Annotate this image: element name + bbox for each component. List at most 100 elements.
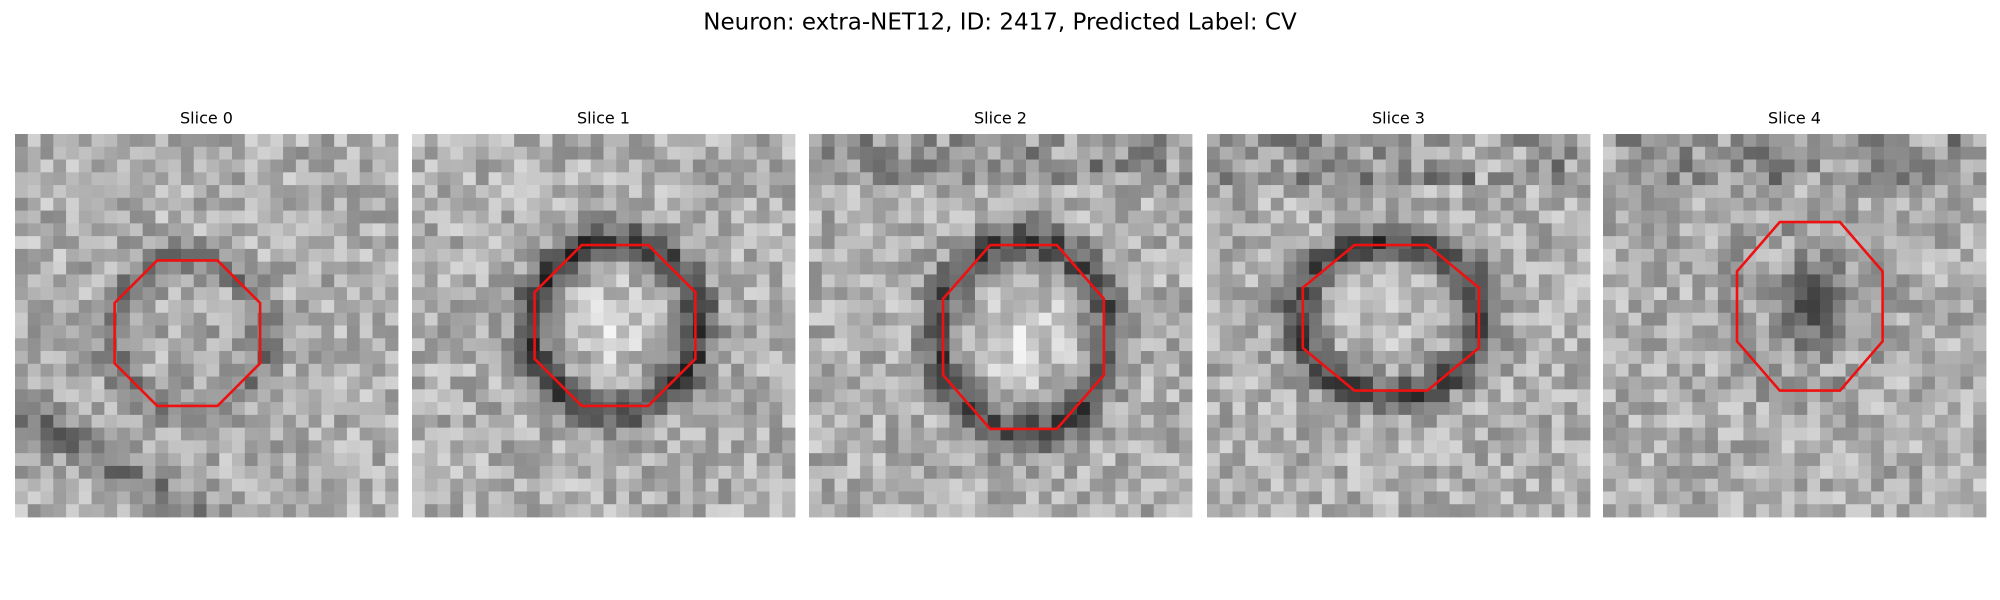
image-pixel	[1756, 172, 1770, 186]
image-pixel	[1258, 261, 1272, 275]
image-pixel	[552, 159, 566, 173]
image-pixel	[359, 414, 373, 429]
image-pixel	[705, 134, 719, 148]
image-pixel	[962, 453, 976, 467]
image-pixel	[1372, 363, 1387, 377]
image-pixel	[1577, 363, 1591, 377]
image-pixel	[15, 402, 29, 416]
image-pixel	[1692, 427, 1706, 441]
image-pixel	[1538, 453, 1553, 467]
image-pixel	[1475, 210, 1489, 224]
image-pixel	[860, 478, 874, 492]
image-pixel	[1436, 389, 1450, 403]
image-pixel	[501, 325, 515, 339]
image-pixel	[1309, 248, 1323, 263]
image-pixel	[577, 389, 592, 403]
image-pixel	[590, 465, 604, 480]
image-pixel	[654, 312, 668, 326]
image-pixel	[1934, 299, 1949, 314]
image-pixel	[1475, 223, 1489, 237]
image-pixel	[180, 172, 195, 186]
image-pixel	[283, 261, 297, 275]
image-pixel	[66, 274, 80, 288]
image-pixel	[1179, 504, 1193, 518]
image-pixel	[1705, 427, 1719, 441]
image-pixel	[117, 248, 131, 263]
image-pixel	[1666, 223, 1680, 237]
image-pixel	[1871, 274, 1885, 288]
image-pixel	[424, 491, 438, 505]
image-pixel	[1820, 325, 1834, 339]
image-pixel	[1768, 453, 1783, 467]
image-pixel	[1756, 389, 1770, 403]
image-pixel	[1883, 414, 1898, 429]
image-pixel	[1679, 351, 1693, 365]
image-pixel	[1615, 325, 1629, 339]
image-pixel	[1038, 427, 1052, 441]
image-pixel	[1820, 491, 1834, 505]
image-pixel	[1462, 146, 1476, 160]
image-pixel	[1730, 465, 1744, 480]
image-pixel	[1309, 402, 1323, 416]
image-pixel	[872, 491, 886, 505]
image-pixel	[104, 440, 118, 454]
image-pixel	[629, 172, 643, 186]
image-pixel	[1538, 338, 1553, 352]
image-pixel	[475, 172, 489, 186]
image-pixel	[450, 427, 464, 441]
image-pixel	[15, 478, 29, 492]
image-pixel	[987, 504, 1001, 518]
image-pixel	[1128, 261, 1142, 275]
image-pixel	[1219, 197, 1233, 211]
image-pixel	[949, 465, 963, 480]
image-pixel	[1756, 287, 1770, 301]
image-pixel	[1051, 210, 1065, 224]
image-pixel	[155, 325, 169, 339]
image-pixel	[1232, 465, 1246, 480]
image-pixel	[244, 248, 258, 263]
image-pixel	[1270, 236, 1284, 250]
image-pixel	[552, 389, 566, 403]
image-pixel	[1896, 248, 1910, 263]
image-pixel	[232, 363, 246, 377]
image-pixel	[463, 159, 477, 173]
image-pixel	[1436, 414, 1450, 429]
image-pixel	[885, 504, 899, 518]
image-pixel	[1321, 299, 1336, 314]
image-pixel	[1679, 440, 1693, 454]
image-pixel	[193, 146, 207, 160]
image-pixel	[1820, 453, 1834, 467]
image-pixel	[1705, 376, 1719, 390]
image-pixel	[1922, 172, 1936, 186]
image-pixel	[1564, 453, 1578, 467]
image-pixel	[206, 172, 220, 186]
image-pixel	[718, 134, 732, 148]
image-pixel	[885, 453, 899, 467]
image-pixel	[244, 465, 258, 480]
image-pixel	[155, 210, 169, 224]
image-pixel	[936, 159, 950, 173]
image-pixel	[117, 427, 131, 441]
image-pixel	[1179, 312, 1193, 326]
image-pixel	[1089, 261, 1104, 275]
image-pixel	[1166, 478, 1180, 492]
image-pixel	[334, 376, 348, 390]
image-pixel	[1973, 478, 1987, 492]
image-pixel	[1730, 402, 1744, 416]
image-pixel	[78, 134, 92, 148]
image-pixel	[295, 236, 310, 250]
image-pixel	[27, 172, 41, 186]
image-pixel	[1385, 414, 1399, 429]
image-pixel	[1820, 236, 1834, 250]
image-pixel	[1603, 185, 1617, 199]
image-pixel	[1577, 414, 1591, 429]
image-pixel	[1487, 146, 1502, 160]
image-pixel	[860, 197, 874, 211]
image-pixel	[629, 504, 643, 518]
image-pixel	[270, 210, 284, 224]
image-pixel	[1883, 504, 1898, 518]
image-pixel	[501, 312, 515, 326]
image-pixel	[911, 274, 925, 288]
image-pixel	[911, 338, 925, 352]
image-pixel	[1038, 389, 1052, 403]
